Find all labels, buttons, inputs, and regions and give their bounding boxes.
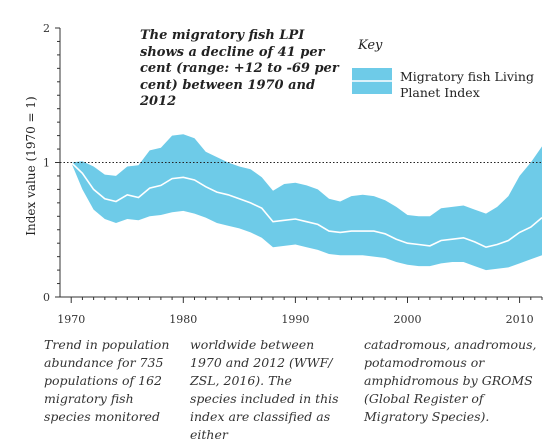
y-tick-label: 2 (43, 22, 50, 35)
caption-part-2: worldwide between 1970 and 2012 (WWF/ ZS… (190, 337, 339, 442)
legend-title: Key (358, 38, 383, 53)
legend-label: Migratory fish Living Planet Index (400, 69, 534, 100)
x-tick-label: 2000 (393, 313, 421, 326)
x-tick-label: 1980 (169, 313, 197, 326)
chart-svg: 1970 1980 1990 2000 2010 0 1 2 Index value (197… (24, 22, 543, 326)
x-tick-label: 2010 (506, 313, 534, 326)
index-line (70, 161, 543, 249)
tick-labels: 1970 1980 1990 2000 2010 0 1 2 (43, 22, 534, 326)
axes (55, 27, 543, 303)
confidence-band-layer (71, 134, 542, 271)
confidence-band (71, 134, 542, 271)
x-tick-label: 1970 (57, 313, 85, 326)
y-tick-label: 0 (43, 291, 50, 304)
chart-headline: The migratory fish LPI shows a decline o… (140, 28, 339, 109)
caption-part-1: Trend in population abundance for 735 po… (44, 337, 170, 424)
legend-swatch (352, 68, 392, 94)
y-axis-title: Index value (1970 = 1) (24, 96, 38, 235)
caption-part-3: catadromous, anadromous, potamodromous o… (364, 337, 537, 424)
x-tick-label: 1990 (281, 313, 309, 326)
y-tick-label: 1 (43, 157, 50, 170)
index-line-layer (70, 161, 543, 249)
